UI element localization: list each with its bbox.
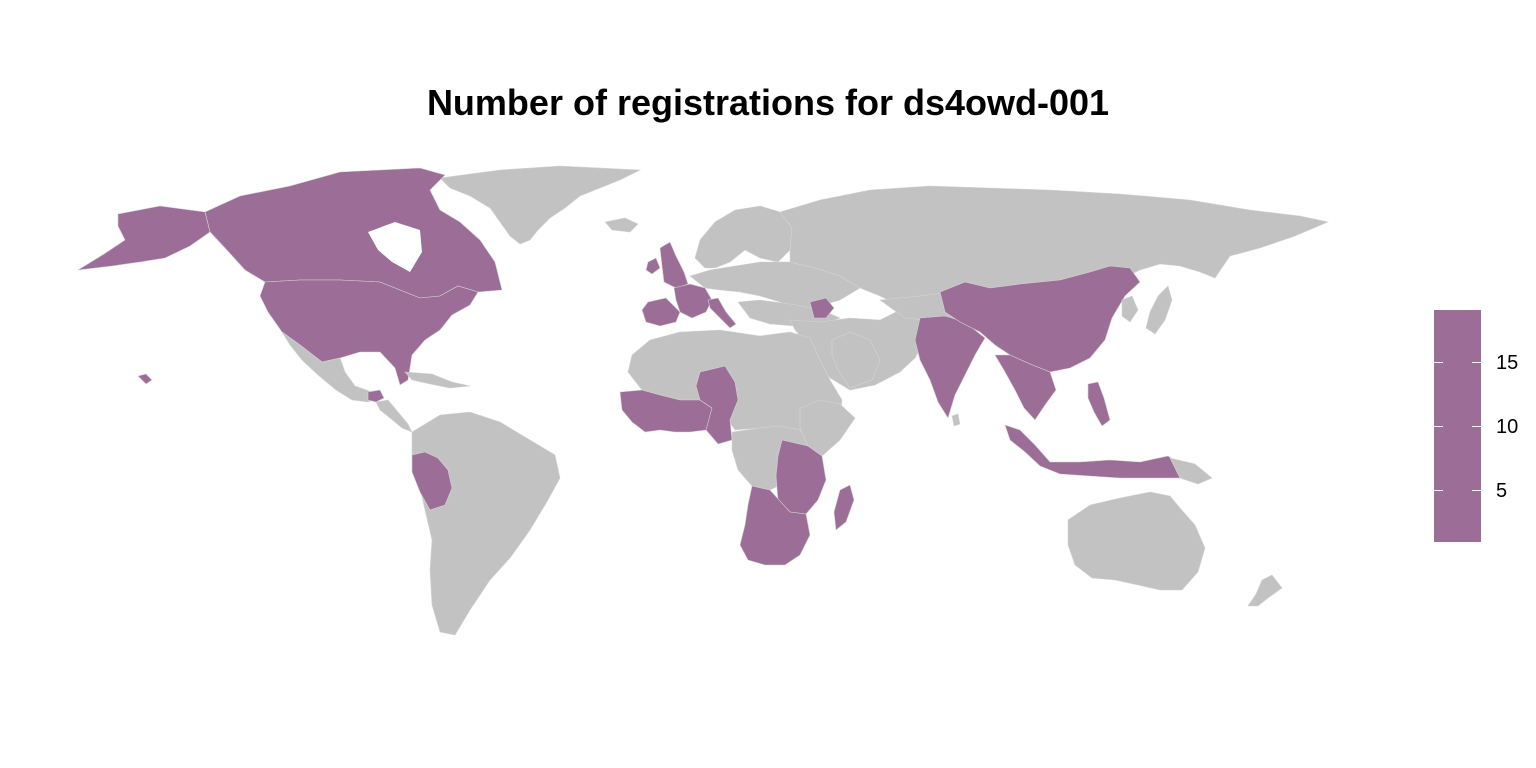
- region-nigeria-niger: [695, 365, 739, 445]
- region-australia: [1067, 491, 1206, 591]
- legend-tick-10-right: [1472, 426, 1481, 427]
- hudson-bay: [368, 222, 422, 272]
- legend-label-5: 5: [1496, 480, 1508, 502]
- legend-tick-10-left: [1434, 426, 1443, 427]
- legend-tick-15-left: [1434, 362, 1443, 363]
- region-iceland: [604, 217, 639, 233]
- region-france: [673, 283, 713, 319]
- region-south-america: [411, 411, 561, 636]
- region-arabia: [831, 331, 881, 389]
- region-sri-lanka: [951, 413, 961, 427]
- region-central-america: [375, 399, 413, 433]
- region-spain-portugal: [641, 297, 681, 327]
- region-korea: [1121, 295, 1139, 323]
- region-hawaii: [137, 373, 153, 385]
- region-russia: [779, 185, 1329, 307]
- legend-label-10: 10: [1496, 416, 1519, 438]
- region-india: [914, 315, 986, 419]
- legend-label-15: 15: [1496, 352, 1519, 374]
- legend: 15 10 5: [1434, 310, 1534, 542]
- map-title: Number of registrations for ds4owd-001: [426, 82, 1110, 123]
- region-italy: [707, 297, 737, 329]
- region-horn-of-africa: [799, 399, 856, 457]
- region-europe-other: [689, 261, 861, 311]
- region-guatemala: [367, 389, 385, 403]
- region-madagascar: [833, 484, 855, 531]
- region-united-kingdom: [659, 241, 689, 289]
- region-united-states: [259, 279, 479, 386]
- region-greenland: [439, 165, 642, 245]
- region-indonesia: [1004, 424, 1191, 479]
- region-southeast-asia: [994, 354, 1057, 421]
- legend-tick-5-right: [1472, 490, 1481, 491]
- region-peru: [411, 451, 453, 511]
- region-china: [939, 265, 1141, 373]
- region-ireland: [645, 257, 661, 275]
- region-alaska: [77, 205, 211, 271]
- region-new-zealand: [1247, 574, 1283, 607]
- region-syria: [809, 297, 835, 319]
- legend-tick-5-left: [1434, 490, 1443, 491]
- region-papua-new-guinea: [1169, 457, 1213, 485]
- region-southern-africa: [739, 485, 811, 566]
- legend-tick-15-right: [1472, 362, 1481, 363]
- region-scandinavia: [694, 205, 793, 269]
- region-philippines: [1087, 381, 1111, 427]
- region-japan: [1145, 285, 1173, 335]
- region-caribbean: [404, 371, 471, 389]
